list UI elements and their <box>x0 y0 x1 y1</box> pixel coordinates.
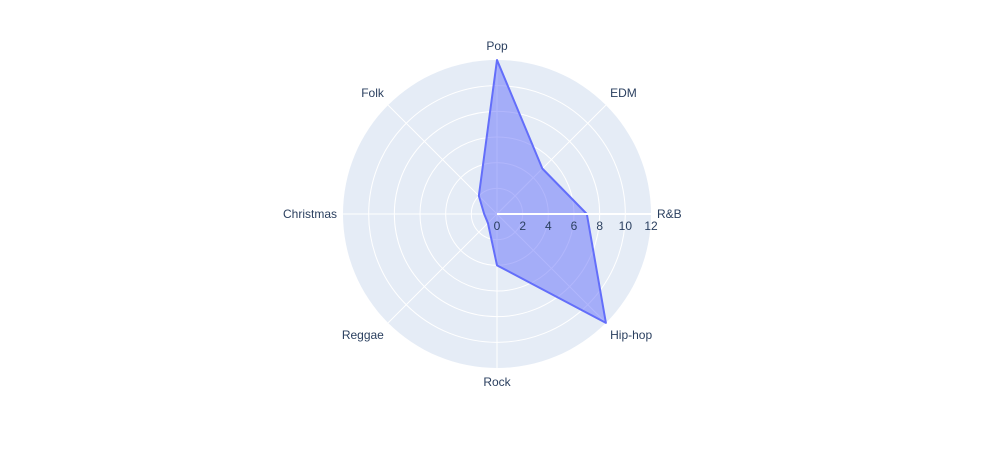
radial-tick-label: 0 <box>494 219 501 233</box>
angular-label: Hip-hop <box>610 328 652 342</box>
series-area-0[interactable] <box>477 59 607 324</box>
radial-tick-label: 4 <box>545 219 552 233</box>
radial-tick-label: 10 <box>619 219 633 233</box>
angular-label: R&B <box>657 207 682 221</box>
angular-label: Christmas <box>283 207 337 221</box>
angular-label: Folk <box>361 86 385 100</box>
radial-tick-label: 2 <box>519 219 526 233</box>
angular-axis-labels: R&B EDM Pop Folk Christmas Reggae Rock Hip-hop <box>283 39 682 389</box>
angular-label: Reggae <box>342 328 384 342</box>
radial-tick-label: 8 <box>596 219 603 233</box>
radial-tick-label: 12 <box>644 219 658 233</box>
angular-label: Rock <box>483 375 511 389</box>
radial-tick-label: 6 <box>571 219 578 233</box>
angular-gridline <box>387 213 498 324</box>
angular-label: EDM <box>610 86 637 100</box>
radial-axis: 0 2 4 6 8 10 12 <box>494 213 658 233</box>
series-layer <box>477 59 607 324</box>
angular-label: Pop <box>486 39 508 53</box>
